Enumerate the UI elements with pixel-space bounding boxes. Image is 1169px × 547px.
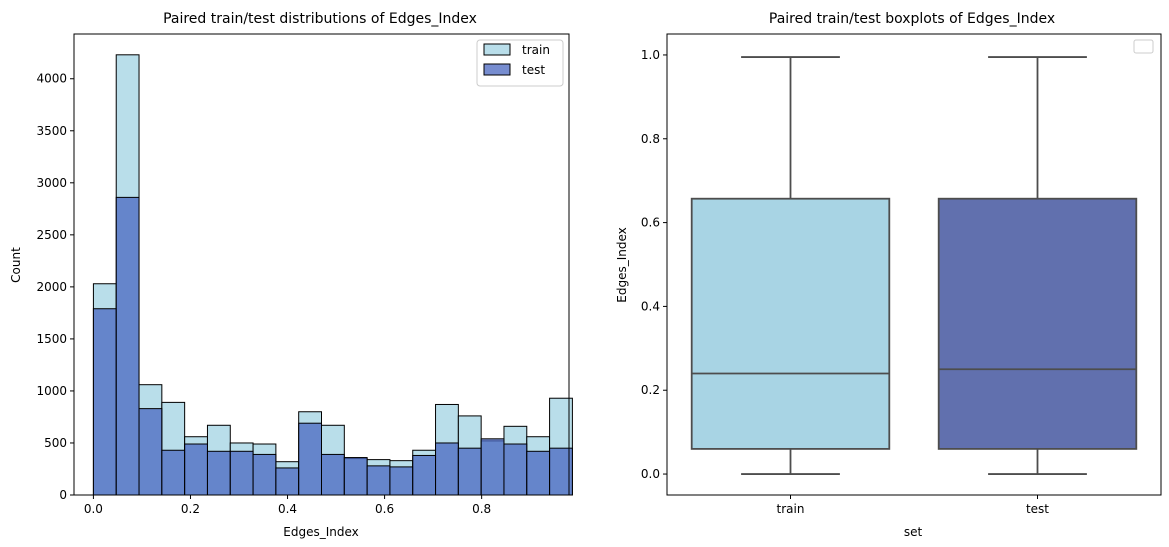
histogram-bar-test-8: [275, 467, 300, 496]
boxplot-chart: Paired train/test boxplots of Edges_Inde…: [615, 11, 1162, 539]
boxplot-x-label: set: [904, 525, 923, 539]
histogram-bar-test-16: [457, 447, 482, 496]
boxplot-y-tick-label: 0.4: [641, 299, 660, 313]
histogram-bar-test-3: [161, 449, 186, 496]
histogram-title: Paired train/test distributions of Edges…: [163, 11, 477, 27]
histogram-y-ticks: 0 500 1000 1500 2000 2500 3000 3500 4000: [36, 72, 74, 502]
boxplot-title: Paired train/test boxplots of Edges_Inde…: [769, 11, 1055, 27]
boxplot-y-tick-label: 0.6: [641, 216, 660, 230]
histogram-y-label: Count: [9, 247, 23, 283]
boxplot-y-tick-label: 0.8: [641, 132, 660, 146]
boxplot-box-test: [937, 197, 1138, 450]
histogram-bar-test-7: [252, 453, 277, 496]
histogram-bar-test-10: [321, 453, 345, 496]
histogram-y-tick-label: 3500: [36, 124, 67, 138]
histogram-bar-test-9: [298, 422, 323, 496]
histogram-bar-test-0: [92, 308, 117, 496]
histogram-y-tick-label: 4000: [36, 72, 67, 86]
boxplot-y-tick-label: 0.0: [641, 467, 660, 481]
histogram-y-tick-label: 2500: [36, 228, 67, 242]
boxplot-y-tick-label: 1.0: [641, 48, 660, 62]
histogram-bar-test-2: [138, 408, 163, 496]
histogram-legend: train test: [476, 39, 564, 87]
boxplot-y-tick-label: 0.2: [641, 383, 660, 397]
legend-swatch-test: [483, 63, 511, 76]
legend-swatch-train: [483, 43, 511, 56]
boxplot-boxes: [690, 56, 1138, 475]
histogram-bar-test-5: [206, 450, 231, 496]
legend-label-train: train: [522, 43, 550, 57]
histogram-bar-test-15: [435, 442, 459, 496]
histogram-axes-frame: [73, 33, 570, 496]
histogram-x-label: Edges_Index: [283, 525, 359, 539]
boxplot-x-tick-label-test: test: [1026, 502, 1049, 516]
histogram-x-tick-label: 0.8: [472, 502, 491, 516]
histogram-bar-test-19: [526, 450, 551, 496]
boxplot-x-ticks: train test: [777, 495, 1049, 516]
histogram-bar-test-12: [366, 465, 391, 496]
histogram-bar-test-1: [115, 196, 140, 496]
histogram-x-tick-label: 0.0: [84, 502, 103, 516]
histogram-test-bars: [92, 196, 573, 496]
histogram-y-tick-label: 1500: [36, 332, 67, 346]
histogram-train-bars: [92, 54, 573, 496]
boxplot-empty-legend: [1133, 39, 1154, 54]
histogram-x-tick-label: 0.2: [181, 502, 200, 516]
histogram-y-tick-label: 3000: [36, 176, 67, 190]
boxplot-x-tick-label-train: train: [777, 502, 805, 516]
boxplot-axes-frame: [666, 33, 1162, 496]
histogram-bar-test-18: [503, 443, 528, 496]
histogram-chart: Paired train/test distributions of Edges…: [9, 11, 573, 539]
histogram-bar-test-4: [184, 443, 208, 496]
histogram-x-ticks: 0.0 0.2 0.4 0.6 0.8: [84, 495, 491, 516]
legend-label-test: test: [522, 63, 545, 77]
histogram-bar-test-6: [229, 450, 254, 496]
histogram-bar-test-11: [343, 457, 368, 496]
histogram-y-tick-label: 1000: [36, 384, 67, 398]
histogram-x-tick-label: 0.6: [375, 502, 394, 516]
boxplot-y-label: Edges_Index: [615, 227, 629, 303]
histogram-y-tick-label: 0: [59, 488, 67, 502]
histogram-y-tick-label: 2000: [36, 280, 67, 294]
histogram-bar-test-14: [412, 454, 437, 496]
histogram-bar-test-13: [389, 466, 414, 496]
histogram-y-tick-label: 500: [44, 436, 67, 450]
histogram-x-tick-label: 0.4: [278, 502, 297, 516]
boxplot-y-ticks: 0.0 0.2 0.4 0.6 0.8 1.0: [641, 48, 667, 481]
histogram-bar-test-17: [480, 438, 505, 496]
boxplot-box-train: [690, 197, 891, 450]
